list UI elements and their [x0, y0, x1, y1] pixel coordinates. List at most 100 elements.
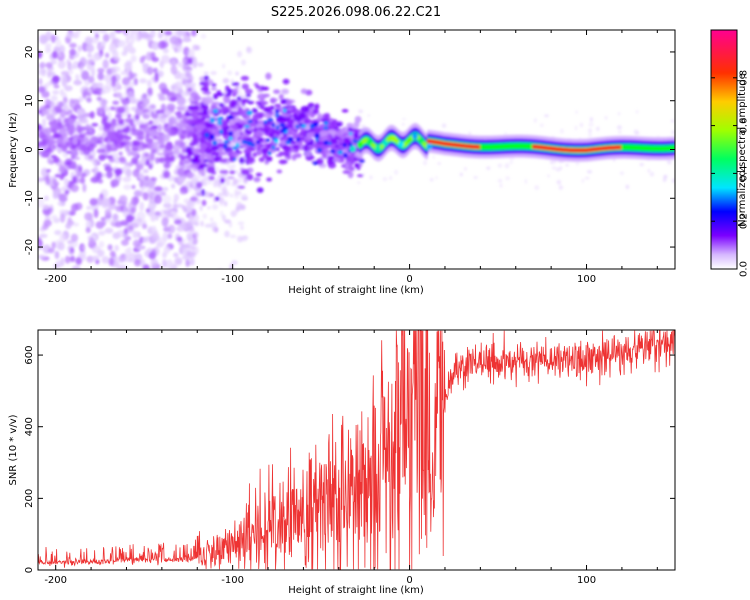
spectrogram-cell: [285, 140, 291, 145]
spectrogram-cell: [161, 133, 171, 142]
spectrogram-cell: [258, 157, 265, 163]
spectrogram-cell: [237, 178, 242, 184]
spectrogram-cell: [327, 141, 332, 145]
spectrogram-cell: [182, 250, 188, 257]
spectrogram-cell: [227, 176, 235, 180]
spectrogram-cell: [283, 108, 287, 113]
spectrogram-cell: [44, 46, 50, 54]
spectrogram-cell: [617, 112, 621, 116]
spectrogram-cell: [169, 96, 178, 102]
spectrogram-cell: [556, 179, 562, 185]
spectrogram-cell: [103, 137, 109, 143]
spectrogram-cell: [172, 150, 181, 155]
spectrogram-cell: [196, 181, 203, 189]
spectrogram-cell: [382, 139, 389, 147]
spectrogram-cell: [52, 178, 58, 186]
spectrogram-cell: [341, 109, 349, 113]
spectrogram-cell: [112, 100, 120, 105]
spectrogram-cell: [237, 50, 243, 58]
spectrogram-cell: [110, 179, 120, 188]
spectrogram-cell: [145, 134, 150, 143]
spectrogram-cell: [255, 85, 261, 89]
spectrogram-cell: [551, 165, 557, 170]
spectrogram-cell: [79, 143, 87, 151]
spectrogram-cell: [54, 105, 62, 113]
spectrogram-cell: [218, 158, 228, 163]
spectrogram-cell: [163, 170, 171, 179]
spectrogram-cell: [459, 172, 463, 177]
spectrogram-cell: [271, 122, 276, 128]
spectrogram-cell: [139, 78, 147, 84]
spectrogram-cell: [61, 145, 68, 153]
spectrogram-cell: [44, 98, 52, 106]
spectrogram-cell: [50, 34, 56, 43]
spectrogram-cell: [97, 72, 104, 81]
snr-x-tick-label: 0: [406, 575, 412, 586]
spectrogram-cell: [226, 88, 233, 96]
spectrogram-cell: [275, 109, 280, 114]
spectrogram-cell: [236, 125, 245, 130]
spectrogram-cell: [88, 236, 95, 245]
spectrogram-cell: [266, 177, 272, 182]
spectrogram-cell: [671, 178, 675, 184]
spectrogram-cell: [50, 154, 57, 159]
spectrogram-cell: [285, 99, 293, 106]
spectrogram-cell: [55, 39, 62, 47]
spectrogram-cell: [177, 222, 184, 227]
spectrogram-cell: [304, 151, 312, 157]
spectrogram-cell: [147, 87, 153, 97]
spectrogram-cell: [70, 247, 75, 253]
spectrogram-cell: [208, 193, 215, 197]
spectrogram-cell: [108, 158, 115, 163]
spectrogram-cell: [441, 123, 447, 128]
spectrogram-cell: [205, 97, 214, 104]
snr-x-tick-label: -200: [44, 575, 67, 586]
spectrogram-cell: [104, 52, 110, 59]
spectrogram-cell: [193, 95, 202, 102]
spectrogram-cell: [153, 186, 163, 192]
spectrogram-cell: [186, 171, 194, 179]
spectrogram-cell: [356, 174, 364, 178]
spectrogram-cell: [312, 122, 319, 127]
spectrogram-cell: [281, 88, 290, 95]
spectrogram-cell: [162, 194, 172, 204]
spectrogram-cell: [125, 169, 132, 178]
spectrogram-cell: [115, 169, 120, 177]
spectrogram-cell: [88, 125, 93, 134]
spectrogram-cell: [176, 113, 183, 119]
spectrogram-cell: [66, 125, 74, 131]
spectrogram-cell: [142, 168, 149, 174]
spectrogram-cell: [87, 155, 94, 160]
spectrogram-cell: [51, 75, 60, 83]
spectrogram-cell: [187, 87, 193, 92]
spectrogram-cell: [166, 103, 176, 111]
spectrogram-cell: [238, 204, 245, 211]
spectrogram-cell: [112, 50, 119, 60]
spectrogram-cell: [305, 124, 310, 130]
spectrogram-cell: [41, 35, 49, 44]
spectrogram-cell: [245, 156, 255, 163]
spectrogram-cell: [122, 30, 129, 36]
spectrogram-cell: [649, 171, 655, 177]
spectrogram-cell: [216, 92, 225, 97]
spectrogram-cell: [324, 112, 331, 120]
spectrogram-cell: [188, 245, 196, 251]
spectrogram-cell: [314, 133, 320, 139]
spectrogram-x-label: Height of straight line (km): [288, 285, 424, 296]
spectrogram-cell: [152, 141, 160, 146]
spectrogram-cell: [106, 170, 113, 179]
spectrogram-cell: [69, 255, 76, 263]
spectrogram-cell: [176, 123, 183, 128]
spectrogram-cell: [143, 153, 150, 157]
spectrogram-cell: [222, 187, 227, 195]
spectrogram-cell: [53, 263, 60, 269]
spectrogram-cell: [195, 22, 201, 26]
spectrogram-cell: [390, 135, 397, 142]
spectrogram-cell: [192, 44, 199, 51]
spectrogram-cell: [57, 60, 66, 69]
spectrogram-cell: [524, 178, 528, 185]
spectrogram-cell: [147, 190, 153, 196]
spectrogram-cell: [96, 43, 105, 51]
spectrogram-cell: [191, 208, 197, 216]
spectrogram-cell: [47, 71, 56, 77]
